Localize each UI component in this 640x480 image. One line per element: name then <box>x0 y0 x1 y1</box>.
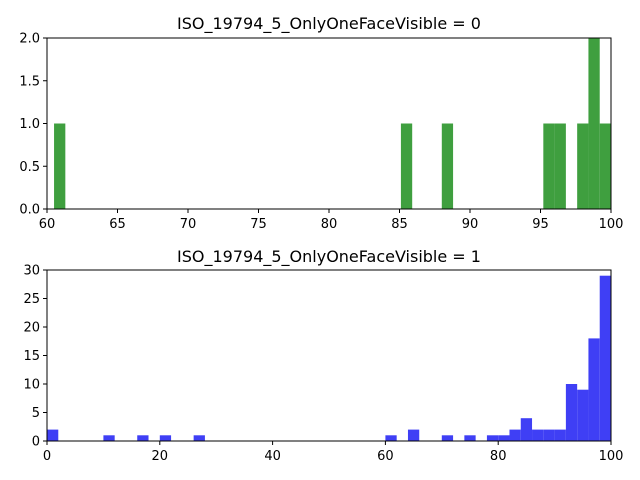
x-tick-label: 0 <box>43 449 51 464</box>
y-tick-label: 0.5 <box>19 160 40 175</box>
axes-frame <box>46 269 612 442</box>
y-tick-label: 2.0 <box>19 32 40 47</box>
histogram-bar <box>554 123 566 209</box>
histogram-bar <box>407 429 420 441</box>
y-tick-label: 10 <box>23 378 40 393</box>
histogram-bar <box>498 435 510 441</box>
chart-title: ISO_19794_5_OnlyOneFaceVisible = 0 <box>177 14 481 34</box>
histogram-bar <box>588 338 600 441</box>
histogram-bar <box>441 435 454 441</box>
histogram-bar <box>464 435 476 441</box>
histogram-bar <box>599 123 611 209</box>
histogram-bar <box>543 429 555 441</box>
histogram-bar <box>543 123 555 209</box>
y-tick-label: 30 <box>23 264 40 279</box>
axes-frame <box>46 37 612 210</box>
plot-area-border <box>46 37 612 210</box>
x-tick-label: 95 <box>532 217 549 232</box>
histogram-bar <box>577 123 589 209</box>
y-tick-label: 25 <box>23 292 40 307</box>
x-tick-label: 20 <box>152 449 169 464</box>
histogram-bar <box>509 429 521 441</box>
histogram-panel-bottom: ISO_19794_5_OnlyOneFaceVisible = 1 0 5 10 1… <box>23 247 623 464</box>
x-tick-label: 80 <box>321 217 338 232</box>
histogram-bar <box>159 435 172 441</box>
bar-group <box>47 275 611 441</box>
y-tick-label: 1.5 <box>19 74 40 89</box>
x-tick-label: 100 <box>599 449 624 464</box>
x-axis-ticks: 0 20 40 60 80 100 <box>43 441 624 464</box>
histogram-bar <box>577 389 589 441</box>
histogram-bar <box>441 123 454 209</box>
histogram-bar <box>588 38 600 209</box>
histogram-bar <box>103 435 115 441</box>
histogram-bar <box>554 429 566 441</box>
x-tick-label: 75 <box>250 217 267 232</box>
x-tick-label: 60 <box>377 449 394 464</box>
y-tick-label: 0 <box>32 435 40 450</box>
histogram-bar <box>193 435 205 441</box>
x-tick-label: 85 <box>391 217 408 232</box>
x-tick-label: 80 <box>490 449 507 464</box>
histogram-bar <box>520 418 533 441</box>
x-tick-label: 90 <box>462 217 479 232</box>
y-tick-label: 20 <box>23 321 40 336</box>
x-tick-label: 60 <box>39 217 56 232</box>
histogram-bar <box>47 429 59 441</box>
histogram-bar <box>599 275 611 441</box>
bar-group <box>54 38 611 209</box>
histogram-bar <box>486 435 499 441</box>
histogram-bar <box>385 435 397 441</box>
x-tick-label: 65 <box>109 217 126 232</box>
plot-area-border <box>46 269 612 442</box>
chart-title: ISO_19794_5_OnlyOneFaceVisible = 1 <box>177 247 481 267</box>
histogram-bar <box>532 429 544 441</box>
x-axis-ticks: 60 65 70 75 80 85 90 95 100 <box>39 209 624 232</box>
histogram-bar <box>54 123 66 209</box>
histogram-bar <box>137 435 149 441</box>
y-axis-ticks: 0.0 0.5 1.0 1.5 2.0 <box>19 32 47 218</box>
y-tick-label: 1.0 <box>19 117 40 132</box>
x-tick-label: 70 <box>180 217 197 232</box>
histogram-bar <box>565 384 578 441</box>
histogram-panel-top: ISO_19794_5_OnlyOneFaceVisible = 0 0.00.… <box>19 14 623 232</box>
y-tick-label: 0.0 <box>19 203 40 218</box>
x-tick-label: 40 <box>264 449 281 464</box>
y-tick-label: 15 <box>23 349 40 364</box>
histogram-bar <box>400 123 413 209</box>
y-axis-ticks: 0 5 10 15 20 25 30 <box>23 264 47 450</box>
y-tick-label: 5 <box>32 406 40 421</box>
x-tick-label: 100 <box>599 217 624 232</box>
